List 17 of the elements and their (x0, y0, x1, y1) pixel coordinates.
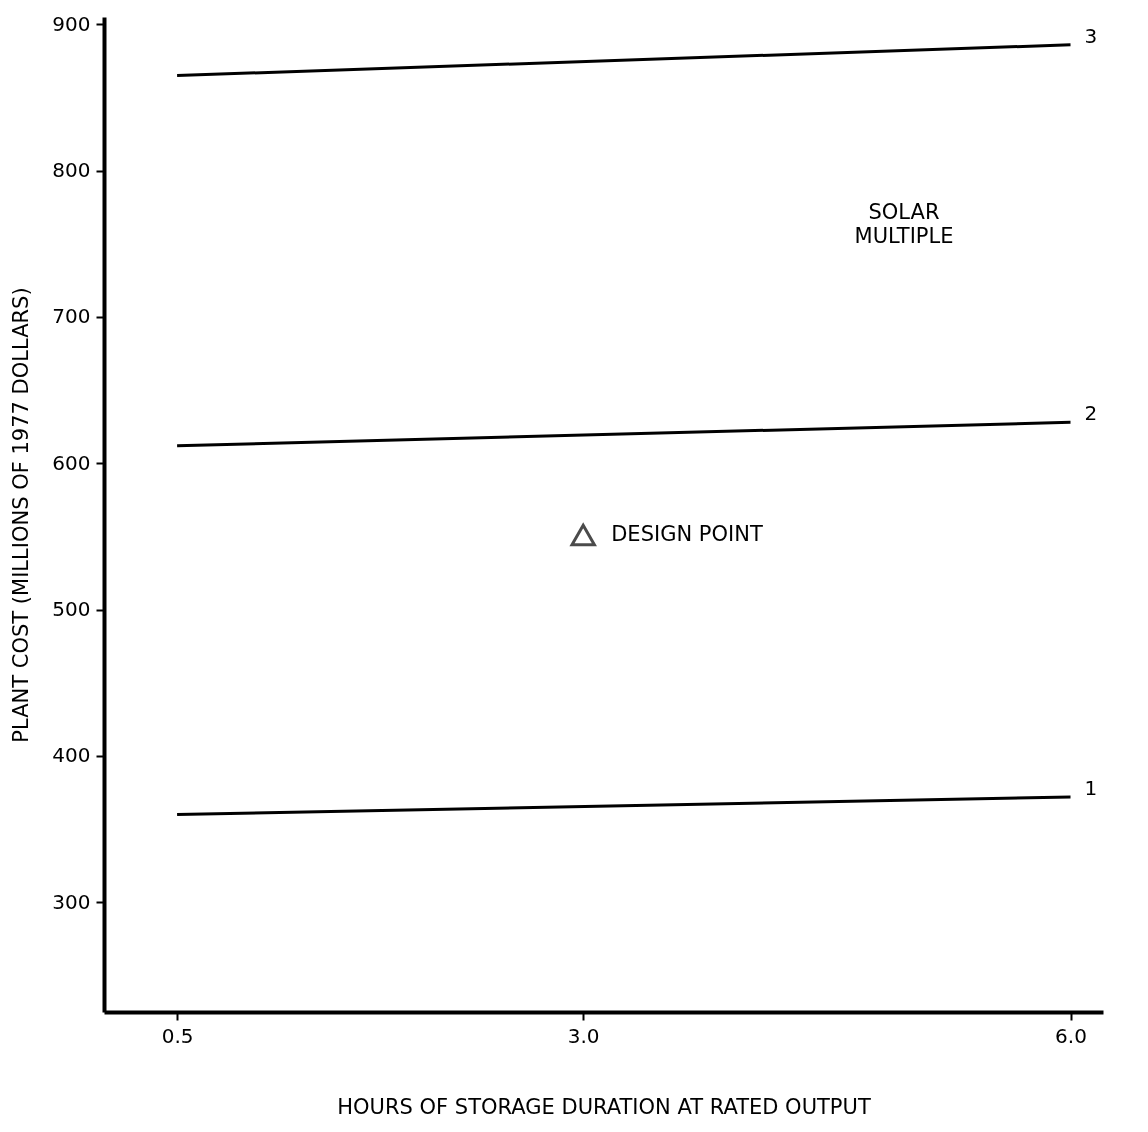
y-tick-label: 600 (52, 450, 91, 475)
x-tick-label: 6.0 (1055, 1023, 1087, 1048)
y-axis-title: PLANT COST (MILLIONS OF 1977 DOLLARS) (9, 287, 34, 743)
y-tick-label: 900 (52, 11, 91, 36)
series-label: 3 (1084, 23, 1098, 48)
y-tick-label: 500 (52, 597, 91, 622)
series-label: 1 (1084, 775, 1098, 800)
y-tick-label: 700 (52, 304, 91, 329)
series-label: 2 (1084, 401, 1098, 426)
y-tick-label: 300 (52, 889, 91, 914)
x-tick-label: 3.0 (567, 1023, 600, 1048)
y-tick-label: 800 (52, 158, 91, 183)
y-tick-label: 400 (52, 743, 91, 768)
annotation: DESIGN POINT (611, 521, 763, 546)
x-axis-title: HOURS OF STORAGE DURATION AT RATED OUTPUT (337, 1094, 871, 1119)
x-tick-label: 0.5 (161, 1023, 194, 1048)
annotation: SOLAR MULTIPLE (854, 200, 954, 248)
